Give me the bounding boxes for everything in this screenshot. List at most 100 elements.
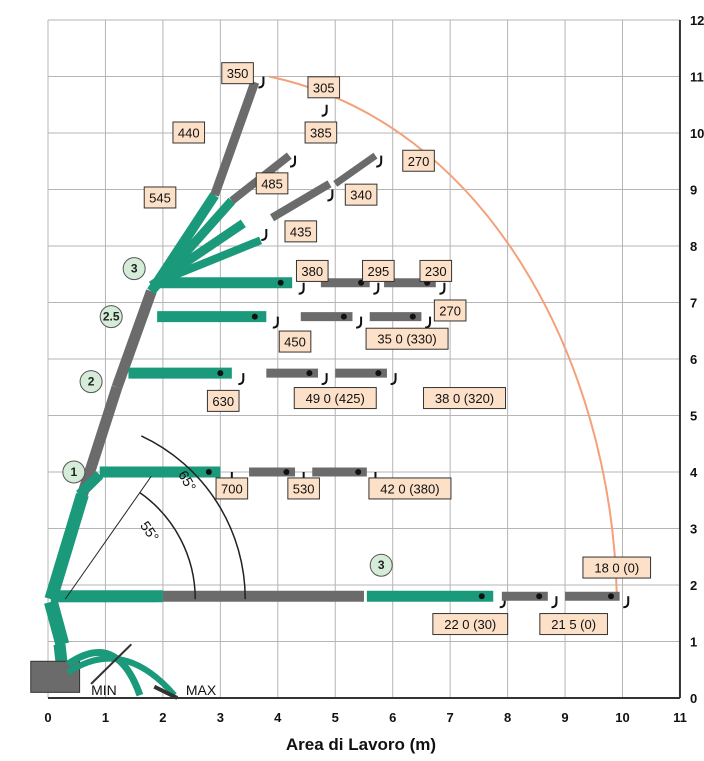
capacity-label: 22 0 (30) — [444, 617, 496, 632]
stabilizer-max — [66, 655, 177, 698]
capacity-box — [419, 259, 453, 282]
y-tick-label: 6 — [690, 352, 697, 367]
level-1p8-hook-ext — [623, 596, 630, 609]
capacity-box — [582, 556, 652, 579]
grid — [47, 19, 681, 699]
capacity-box — [255, 172, 289, 195]
x-tick-label: 10 — [615, 710, 629, 725]
capacity-box — [368, 477, 452, 500]
boom-joint — [608, 593, 615, 600]
x-tick-label: 4 — [274, 710, 282, 725]
reach-envelope — [268, 75, 618, 594]
incl-ext-3 — [270, 180, 332, 222]
capacity-label: 38 0 (320) — [435, 391, 494, 406]
y-tick-label: 11 — [690, 70, 704, 85]
hook-d — [376, 155, 383, 168]
level-7p35-hook-ext — [373, 282, 380, 295]
capacity-box — [362, 259, 395, 282]
capacity-box — [433, 299, 467, 322]
capacity-label: 440 — [178, 126, 200, 141]
second-boom — [77, 385, 123, 497]
extension-circle-labels: 3 2.5 2 1 3 — [62, 257, 393, 577]
capacity-label: 450 — [284, 335, 306, 350]
capacity-box — [295, 259, 329, 282]
capacity-label: 435 — [290, 224, 312, 239]
top-hook — [258, 76, 265, 89]
x-tick-label: 11 — [673, 710, 687, 725]
label-min: MIN — [91, 682, 117, 698]
x-tick-label: 2 — [159, 710, 166, 725]
capacity-box — [365, 327, 449, 350]
capacity-label: 380 — [301, 264, 323, 279]
y-tick-label: 4 — [690, 465, 698, 480]
capacity-label: 700 — [221, 481, 243, 496]
capacity-box — [278, 330, 312, 353]
level-6p75-hook-ext — [424, 316, 432, 329]
capacity-label: 270 — [408, 154, 430, 169]
arc-55 — [139, 492, 196, 600]
x-axis-title: Area di Lavoro (m) — [286, 735, 436, 754]
hook-e — [327, 189, 334, 202]
incl-ext-4 — [333, 152, 378, 187]
capacity-box — [143, 186, 177, 209]
capacity-box — [539, 613, 608, 636]
y-tick-label: 2 — [690, 578, 697, 593]
column — [44, 600, 70, 647]
extension-circle — [79, 370, 103, 394]
capacity-label: 42 0 (380) — [380, 481, 439, 496]
level-4-link — [76, 471, 104, 499]
capacity-box — [287, 477, 320, 500]
extension-circle — [62, 460, 86, 484]
envelope-arc — [268, 75, 618, 594]
hook-b — [321, 104, 328, 117]
capacity-label: 230 — [425, 264, 447, 279]
extension-circle-label: 2.5 — [103, 310, 120, 324]
boom-joint — [283, 469, 290, 475]
capacity-box — [432, 613, 509, 636]
boom-joint — [277, 279, 284, 286]
base-block — [30, 660, 81, 693]
capacity-label: 530 — [293, 481, 315, 496]
label-max: MAX — [186, 682, 217, 698]
capacity-label: 545 — [149, 190, 171, 205]
capacity-label: 630 — [212, 394, 234, 409]
boom-joint — [478, 593, 485, 600]
arc-65 — [140, 435, 246, 600]
boom-joint — [409, 313, 416, 320]
extension-circle-label: 2 — [88, 375, 95, 389]
x-tick-label: 1 — [102, 710, 109, 725]
level-5p75-hook-ext — [390, 373, 397, 386]
boom-joint — [306, 370, 313, 377]
capacity-label: 340 — [350, 188, 372, 203]
y-tick-label: 5 — [690, 409, 697, 424]
capacity-box — [172, 121, 206, 144]
third-boom — [111, 289, 157, 390]
extension-circle-label: 3 — [131, 262, 138, 276]
y-tick-label: 10 — [690, 126, 704, 141]
capacity-label: 485 — [261, 176, 283, 191]
level-7p35-hook-ext — [439, 282, 446, 295]
capacity-box — [284, 220, 318, 243]
capacity-box — [307, 76, 341, 99]
y-tick-label: 12 — [690, 13, 704, 28]
hook-c — [289, 155, 297, 168]
x-tick-label: 7 — [447, 710, 454, 725]
capacity-label: 295 — [367, 264, 389, 279]
hook-f — [261, 229, 268, 242]
extension-circle — [369, 553, 393, 577]
capacity-box — [304, 121, 338, 144]
capacity-box — [402, 149, 435, 172]
capacity-box — [215, 477, 249, 500]
capacity-label: 21 5 (0) — [551, 617, 596, 632]
level-6p75-hook-main — [272, 316, 279, 329]
level-6p75-hook-ext — [356, 316, 363, 329]
angle-label: 55° — [137, 518, 162, 545]
level-5p75-hook-main — [238, 373, 245, 386]
incl-ext-1 — [210, 80, 260, 197]
boom-joint — [251, 313, 258, 320]
x-tick-label: 8 — [504, 710, 511, 725]
crane-base: MIN MAX — [30, 643, 217, 700]
capacity-label: 385 — [310, 126, 332, 141]
capacity-box — [344, 183, 378, 206]
